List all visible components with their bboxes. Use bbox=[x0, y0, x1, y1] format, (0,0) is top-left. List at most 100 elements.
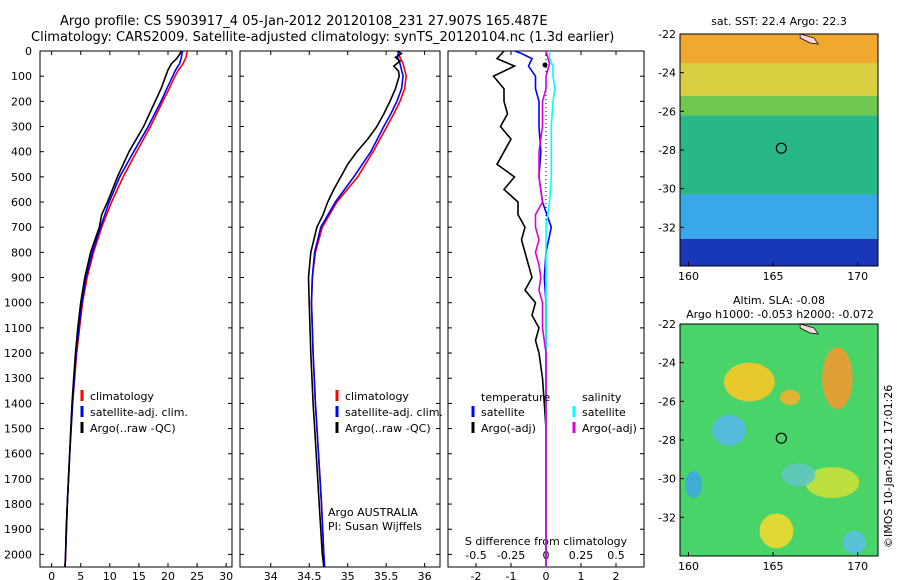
depth-tick-label: 2000 bbox=[4, 548, 32, 561]
x-tick-label: 34 bbox=[264, 570, 278, 580]
depth-tick-label: 1100 bbox=[4, 322, 32, 335]
figure-title-line-2: Climatology: CARS2009. Satellite-adjuste… bbox=[31, 30, 615, 45]
lat-tick-label: -22 bbox=[658, 318, 676, 331]
depth-tick-label: 1800 bbox=[4, 498, 32, 511]
land-new-caledonia bbox=[799, 324, 819, 335]
legend-entry: Argo(..raw -QC) bbox=[345, 422, 431, 435]
legend-entry: satellite-adj. clim. bbox=[90, 406, 188, 419]
depth-tick-label: 0 bbox=[25, 45, 32, 58]
depth-tick-label: 1000 bbox=[4, 297, 32, 310]
depth-tick-label: 900 bbox=[11, 272, 32, 285]
lat-tick-label: -24 bbox=[658, 357, 676, 370]
sla-anomaly-patch bbox=[842, 530, 867, 555]
lat-tick-label: -22 bbox=[658, 28, 676, 41]
lat-tick-label: -28 bbox=[658, 144, 676, 157]
sla-anomaly-patch bbox=[779, 389, 801, 406]
copyright-watermark: ©IMOS 10-Jan-2012 17:01:26 bbox=[882, 385, 895, 548]
sla-anomaly-patch bbox=[822, 347, 853, 410]
sla-anomaly-patch bbox=[759, 513, 794, 549]
legend-entry: satellite bbox=[481, 406, 525, 419]
lon-tick-label: 165 bbox=[763, 560, 784, 573]
x-tick-label: 15 bbox=[132, 570, 146, 580]
salinity-plot-frame bbox=[239, 50, 441, 568]
map-title: Altim. SLA: -0.08 bbox=[733, 294, 825, 307]
lon-tick-label: 160 bbox=[678, 560, 699, 573]
lat-tick-label: -32 bbox=[658, 221, 676, 234]
depth-tick-label: 1600 bbox=[4, 448, 32, 461]
salinity-argo-adj-line bbox=[534, 50, 551, 567]
x-tick-label: 5 bbox=[77, 570, 84, 580]
depth-tick-label: 500 bbox=[11, 171, 32, 184]
sst-band bbox=[680, 95, 878, 116]
depth-tick-label: 100 bbox=[11, 70, 32, 83]
depth-tick-label: 1500 bbox=[4, 423, 32, 436]
top-axis-tick-label: -0.5 bbox=[465, 549, 486, 562]
x-tick-label: 36 bbox=[418, 570, 432, 580]
sst-band bbox=[680, 34, 878, 63]
map-subtitle: Argo h1000: -0.053 h2000: -0.072 bbox=[686, 308, 874, 321]
sla-anomaly-patch bbox=[724, 362, 775, 402]
lon-tick-label: 160 bbox=[678, 270, 699, 283]
sst-map-panel: 160 165 170 -22 -24 -26 -28 -30 -32 sat. SST: 22.… bbox=[658, 15, 879, 283]
lat-tick-label: -32 bbox=[658, 511, 676, 524]
legend-header-temperature: temperature bbox=[481, 391, 550, 404]
sla-anomaly-patch bbox=[685, 470, 702, 498]
x-tick-label: -1 bbox=[506, 570, 517, 580]
legend-entry: climatology bbox=[345, 390, 409, 403]
legend-entry: satellite bbox=[582, 406, 626, 419]
argo-position-marker bbox=[775, 142, 787, 154]
top-axis-tick-label: 0.5 bbox=[607, 549, 625, 562]
x-tick-label: 20 bbox=[161, 570, 175, 580]
surface-marker bbox=[542, 62, 548, 68]
x-tick-label: 34.5 bbox=[297, 570, 322, 580]
float-info-annotation: Argo AUSTRALIA bbox=[328, 506, 418, 519]
lon-tick-label: 170 bbox=[847, 270, 868, 283]
temperature-panel: 0100200300400500600700800900100011001200… bbox=[4, 45, 233, 580]
salinity-panel: 3434.53535.536salinityclimatologysatelli… bbox=[239, 50, 443, 580]
lat-tick-label: -26 bbox=[658, 105, 676, 118]
depth-tick-label: 1700 bbox=[4, 473, 32, 486]
x-tick-label: 35.5 bbox=[374, 570, 399, 580]
argo-raw-qc-line bbox=[307, 50, 403, 568]
depth-tick-label: 200 bbox=[11, 95, 32, 108]
float-info-annotation: PI: Susan Wijffels bbox=[328, 520, 422, 533]
lat-tick-label: -24 bbox=[658, 67, 676, 80]
sla-anomaly-patch bbox=[805, 467, 860, 498]
depth-tick-label: 1200 bbox=[4, 347, 32, 360]
legend-entry: Argo(-adj) bbox=[481, 422, 536, 435]
lon-tick-label: 170 bbox=[847, 560, 868, 573]
sla-anomaly-patch bbox=[781, 463, 816, 487]
temperature-argo-adj-line bbox=[492, 50, 547, 567]
x-tick-label: 0 bbox=[48, 570, 55, 580]
argo-position-marker bbox=[775, 432, 787, 444]
sst-band bbox=[680, 115, 878, 195]
figure-title-line-1: Argo profile: CS 5903917_4 05-Jan-2012 2… bbox=[60, 14, 548, 29]
sla-map-panel: 160 165 170 -22 -24 -26 -28 -30 -32 Altim. SLA: -… bbox=[658, 294, 879, 573]
lat-tick-label: -30 bbox=[658, 183, 676, 196]
legend-entry: Argo(..raw -QC) bbox=[90, 422, 176, 435]
depth-tick-label: 1900 bbox=[4, 523, 32, 536]
lat-tick-label: -28 bbox=[658, 434, 676, 447]
lon-tick-label: 165 bbox=[763, 270, 784, 283]
land-new-caledonia bbox=[799, 34, 819, 45]
sst-band bbox=[680, 238, 878, 266]
map-title: sat. SST: 22.4 Argo: 22.3 bbox=[711, 15, 847, 28]
legend-entry: satellite-adj. clim. bbox=[345, 406, 443, 419]
sla-anomaly-patch bbox=[712, 414, 746, 446]
depth-tick-label: 400 bbox=[11, 146, 32, 159]
sst-band bbox=[680, 194, 878, 239]
satellite-adj-clim-line bbox=[310, 50, 404, 568]
depth-tick-label: 600 bbox=[11, 196, 32, 209]
x-tick-label: 1 bbox=[578, 570, 585, 580]
sst-band bbox=[680, 63, 878, 96]
legend-header-salinity: salinity bbox=[582, 391, 622, 404]
temperature-plot-frame bbox=[39, 50, 233, 568]
x-tick-label: -2 bbox=[471, 570, 482, 580]
top-axis-tick-label: -0.25 bbox=[497, 549, 525, 562]
x-tick-label: 35 bbox=[341, 570, 355, 580]
legend-entry: climatology bbox=[90, 390, 154, 403]
lat-tick-label: -30 bbox=[658, 473, 676, 486]
lat-tick-label: -26 bbox=[658, 395, 676, 408]
